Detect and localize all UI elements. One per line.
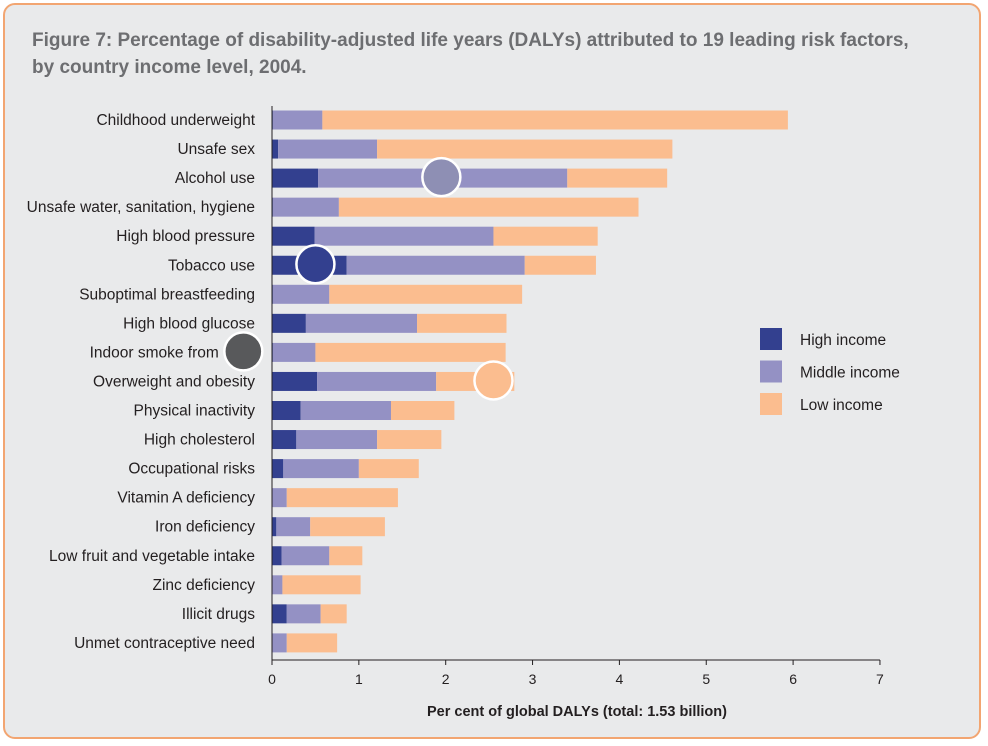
category-label: Overweight and obesity bbox=[93, 373, 255, 390]
legend-label: Middle income bbox=[800, 365, 900, 382]
category-label: Unmet contraceptive need bbox=[74, 635, 255, 652]
highlight-marker[interactable] bbox=[473, 360, 514, 401]
category-label: Suboptimal breastfeeding bbox=[79, 286, 255, 303]
bar-high-income-2 bbox=[272, 168, 319, 188]
highlight-marker[interactable] bbox=[421, 156, 462, 198]
bar-middle-income-15 bbox=[281, 546, 330, 566]
category-label: Iron deficiency bbox=[155, 519, 255, 536]
bar-low-income-1 bbox=[377, 139, 673, 159]
category-label: Indoor smoke from solid bbox=[90, 344, 255, 361]
bar-middle-income-8 bbox=[272, 342, 316, 362]
bar-low-income-6 bbox=[329, 284, 523, 304]
bar-middle-income-17 bbox=[286, 604, 321, 624]
bar-high-income-1 bbox=[272, 139, 279, 159]
bar-high-income-9 bbox=[272, 371, 318, 391]
x-tick-label: 1 bbox=[355, 671, 363, 687]
x-tick-label: 0 bbox=[268, 671, 276, 687]
bar-middle-income-9 bbox=[317, 371, 437, 391]
bar-middle-income-14 bbox=[276, 517, 311, 537]
legend-label: Low income bbox=[800, 397, 883, 414]
category-label: Vitamin A deficiency bbox=[117, 490, 255, 507]
x-tick-label: 4 bbox=[616, 671, 624, 687]
bar-low-income-15 bbox=[329, 546, 363, 566]
legend-swatch-middle-income bbox=[760, 360, 782, 383]
x-tick-label: 5 bbox=[702, 671, 710, 687]
legend-swatch-high-income bbox=[760, 328, 782, 350]
x-tick-label: 6 bbox=[789, 671, 797, 687]
highlight-markers bbox=[223, 156, 514, 401]
bar-middle-income-0 bbox=[272, 110, 323, 130]
bar-high-income-10 bbox=[272, 401, 301, 420]
bar-middle-income-1 bbox=[278, 139, 378, 159]
category-label: Alcohol use bbox=[175, 170, 255, 187]
category-label: Unsafe sex bbox=[177, 141, 255, 158]
highlight-marker[interactable] bbox=[295, 244, 336, 285]
category-label: Low fruit and vegetable intake bbox=[49, 548, 255, 565]
legend-swatch-low-income bbox=[760, 393, 782, 415]
category-label: Occupational risks bbox=[128, 461, 255, 478]
bar-middle-income-18 bbox=[272, 633, 287, 653]
bar-high-income-15 bbox=[272, 546, 282, 566]
bar-middle-income-10 bbox=[300, 401, 391, 420]
category-label: Unsafe water, sanitation, hygiene bbox=[27, 199, 255, 216]
x-tick-label: 3 bbox=[529, 671, 537, 687]
figure-title: Figure 7: Percentage of disability-adjus… bbox=[32, 30, 909, 78]
legend-label: High income bbox=[800, 332, 886, 349]
bar-low-income-16 bbox=[282, 575, 361, 595]
bar-middle-income-16 bbox=[272, 575, 283, 595]
bar-middle-income-5 bbox=[346, 255, 525, 275]
bar-low-income-17 bbox=[320, 604, 347, 624]
bar-low-income-18 bbox=[286, 633, 338, 653]
category-label: Childhood underweight bbox=[96, 112, 255, 129]
bar-low-income-5 bbox=[524, 255, 596, 275]
bar-middle-income-4 bbox=[314, 226, 494, 246]
bar-middle-income-7 bbox=[305, 313, 418, 333]
bar-low-income-10 bbox=[390, 401, 455, 420]
bar-middle-income-12 bbox=[283, 459, 359, 479]
bar-high-income-17 bbox=[272, 604, 287, 624]
bar-middle-income-13 bbox=[272, 488, 287, 508]
bar-low-income-3 bbox=[338, 197, 639, 217]
category-label: High blood glucose bbox=[123, 315, 255, 332]
bar-low-income-4 bbox=[493, 226, 598, 246]
bar-middle-income-3 bbox=[272, 197, 339, 217]
bar-middle-income-6 bbox=[272, 284, 330, 304]
category-label: Illicit drugs bbox=[182, 606, 255, 623]
category-labels: Childhood underweight Unsafe sex Alcohol u… bbox=[27, 112, 256, 652]
bar-low-income-14 bbox=[310, 517, 385, 537]
bar-low-income-8 bbox=[315, 342, 506, 362]
highlight-marker[interactable] bbox=[223, 331, 264, 372]
bar-high-income-14 bbox=[272, 517, 277, 537]
x-tick-label: 7 bbox=[876, 671, 884, 687]
bar-high-income-4 bbox=[272, 226, 315, 246]
bar-low-income-2 bbox=[567, 168, 668, 188]
bar-high-income-11 bbox=[272, 430, 297, 450]
x-axis-ticks: 0 1 2 3 4 5 6 7 bbox=[268, 660, 884, 687]
category-label: High blood pressure bbox=[116, 228, 255, 245]
bar-high-income-12 bbox=[272, 459, 284, 479]
bar-group bbox=[272, 110, 788, 653]
bar-low-income-12 bbox=[358, 459, 419, 479]
x-axis-title: Per cent of global DALYs (total: 1.53 bi… bbox=[427, 704, 727, 720]
bar-high-income-7 bbox=[272, 313, 306, 333]
x-tick-label: 2 bbox=[442, 671, 450, 687]
bar-low-income-0 bbox=[322, 110, 788, 130]
category-label: High cholesterol bbox=[144, 432, 255, 449]
legend: High income Middle income Low income bbox=[760, 328, 900, 415]
bar-middle-income-11 bbox=[296, 430, 378, 450]
bar-low-income-7 bbox=[417, 313, 507, 333]
category-label: Zinc deficiency bbox=[152, 577, 255, 594]
category-label: Tobacco use bbox=[168, 257, 255, 274]
bar-low-income-11 bbox=[377, 430, 442, 450]
bar-low-income-13 bbox=[286, 488, 398, 508]
category-label: Physical inactivity bbox=[134, 403, 256, 420]
